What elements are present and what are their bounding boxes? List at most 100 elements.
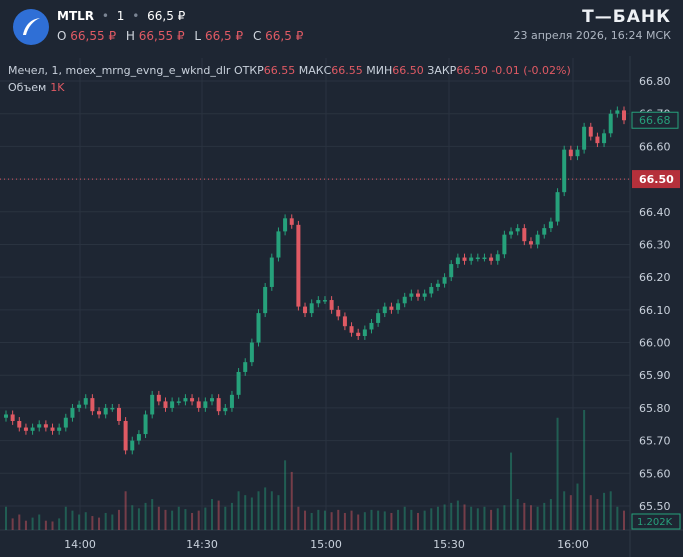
candle-body (83, 398, 88, 405)
candle-body (389, 306, 394, 310)
volume-bar (443, 504, 446, 530)
ohlc-low-key: L (194, 29, 202, 43)
y-tick-label: 65.50 (639, 500, 671, 513)
volume-bar (290, 471, 293, 530)
candle-body (449, 264, 454, 278)
volume-bar (297, 506, 300, 530)
volume-bar (583, 410, 586, 530)
series-name: Мечел, 1, moex_mrng_evng_e_wknd_dlr (8, 64, 231, 77)
candle-body (110, 407, 115, 410)
volume-bar (410, 509, 413, 530)
candle-body (4, 414, 8, 418)
candle-body (329, 300, 334, 310)
volume-bar (623, 510, 625, 530)
volume-bar (270, 491, 273, 530)
volume-bar (124, 491, 127, 530)
volume-bar (18, 514, 21, 530)
volume-bar (470, 506, 473, 530)
volume-bar (191, 512, 194, 530)
candle-body (136, 434, 141, 441)
volume-bar (456, 500, 459, 530)
volume-bar (104, 512, 107, 530)
legend-close-value: 66.50 (456, 64, 488, 77)
candle-body (283, 218, 288, 232)
volume-bar (51, 521, 54, 530)
legend-low-value: 66.50 (392, 64, 424, 77)
candle-body (50, 427, 55, 431)
current-price-tag (632, 170, 680, 189)
ticker-symbol[interactable]: MTLR (57, 9, 95, 23)
ticker-line: MTLR • 1 • 66,5 ₽ (57, 9, 185, 23)
legend-close-label: ЗАКР (427, 64, 457, 77)
ohlc-open-key: O (57, 29, 67, 43)
y-tick-label: 66.20 (639, 271, 671, 284)
datetime: 23 апреля 2026, 16:24 МСК (513, 29, 672, 42)
interval[interactable]: 1 (116, 9, 125, 23)
candle-body (190, 398, 195, 402)
mechel-logo-icon[interactable] (13, 9, 49, 45)
candle-body (196, 401, 201, 408)
volume-bar (164, 509, 167, 530)
volume-bar (476, 508, 479, 530)
volume-bar (576, 483, 579, 530)
volume-bar (58, 518, 61, 530)
x-tick-label: 14:00 (64, 538, 96, 551)
ohlc-low-value: 66,5 ₽ (204, 29, 244, 43)
volume-bar (31, 517, 34, 530)
volume-bar (197, 510, 200, 530)
candle-body (276, 231, 281, 258)
y-tick-label: 66.10 (639, 304, 671, 317)
volume-legend[interactable]: Объем 1K (8, 81, 65, 94)
candle-body (495, 254, 500, 261)
volume-bar (24, 520, 27, 530)
candle-body (176, 401, 181, 403)
volume-bar (436, 506, 439, 530)
candle-body (63, 417, 68, 428)
candle-body (10, 414, 15, 421)
candle-body (595, 136, 600, 144)
volume-bar (257, 491, 260, 530)
candle-body (296, 224, 301, 307)
legend-high-value: 66.55 (331, 64, 363, 77)
volume-bar (71, 510, 74, 530)
volume-bar (277, 495, 280, 530)
volume-bar (423, 510, 426, 530)
volume-bar (317, 509, 320, 530)
candle-body (349, 326, 354, 333)
ohlc-high-key: H (125, 29, 135, 43)
volume-bar (78, 514, 81, 530)
volume-tag (631, 513, 681, 530)
candle-body (123, 421, 128, 451)
y-tick-label: 65.90 (639, 369, 671, 382)
candle-body (103, 407, 108, 415)
volume-bar (137, 508, 140, 530)
volume-value: 1K (50, 81, 65, 94)
candle-body (442, 277, 447, 284)
volume-bar (589, 495, 592, 530)
ohlc-close-value: 66,5 ₽ (265, 29, 304, 43)
volume-bar (357, 514, 360, 530)
volume-bar (64, 506, 67, 530)
series-legend[interactable]: Мечел, 1, moex_mrng_evng_e_wknd_dlr ОТКР… (8, 64, 571, 77)
y-tick-label: 66.00 (639, 337, 671, 350)
candle-body (369, 322, 374, 330)
candle-body (469, 257, 474, 261)
candle-body (57, 427, 62, 431)
candle-body (356, 332, 361, 336)
volume-bar (569, 495, 572, 530)
volume-bar (503, 505, 506, 530)
volume-bar (330, 512, 333, 530)
volume-bar (370, 509, 373, 530)
candle-body (243, 362, 248, 372)
volume-bar (224, 506, 227, 530)
volume-bar (250, 497, 253, 530)
candle-body (43, 424, 48, 428)
candle-body (615, 110, 620, 114)
volume-bar (363, 512, 366, 530)
candle-body (555, 192, 560, 222)
candle-body (70, 407, 75, 418)
candle-body (203, 401, 208, 408)
candle-body (515, 228, 520, 232)
candle-body (143, 414, 148, 435)
